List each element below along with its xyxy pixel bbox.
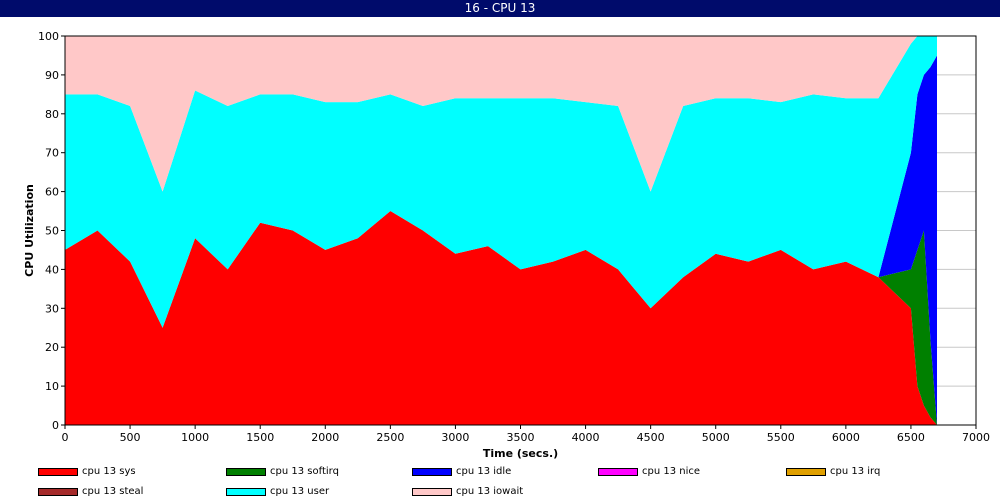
x-tick-label-6: 3000 [441, 431, 469, 444]
x-tick-label-10: 5000 [702, 431, 730, 444]
x-tick-label-12: 6000 [832, 431, 860, 444]
legend-label: cpu 13 user [270, 486, 330, 497]
series-area-6 [65, 36, 937, 328]
legend-item-4: cpu 13 irq [786, 465, 966, 479]
legend-swatch [226, 468, 266, 476]
x-tick-label-13: 6500 [897, 431, 925, 444]
x-tick-label-2: 1000 [181, 431, 209, 444]
legend-label: cpu 13 idle [456, 466, 512, 477]
legend-item-1: cpu 13 softirq [226, 465, 406, 479]
y-tick-label-5: 50 [45, 225, 59, 238]
legend-label: cpu 13 softirq [270, 466, 339, 477]
x-tick-label-9: 4500 [637, 431, 665, 444]
x-tick-label-4: 2000 [311, 431, 339, 444]
legend-swatch [412, 468, 452, 476]
y-tick-label-1: 10 [45, 380, 59, 393]
y-tick-label-6: 60 [45, 186, 59, 199]
x-tick-label-1: 500 [120, 431, 141, 444]
x-tick-label-8: 4000 [572, 431, 600, 444]
y-tick-label-10: 100 [38, 30, 59, 43]
legend-item-2: cpu 13 idle [412, 465, 592, 479]
x-axis-label: Time (secs.) [483, 447, 558, 460]
legend-item-7: cpu 13 iowait [412, 485, 592, 499]
legend-item-3: cpu 13 nice [598, 465, 778, 479]
legend-label: cpu 13 sys [82, 466, 136, 477]
y-tick-label-8: 80 [45, 108, 59, 121]
y-tick-label-4: 40 [45, 263, 59, 276]
y-tick-label-7: 70 [45, 147, 59, 160]
y-tick-label-3: 30 [45, 302, 59, 315]
legend-label: cpu 13 irq [830, 466, 881, 477]
legend-swatch [38, 468, 78, 476]
y-tick-label-2: 20 [45, 341, 59, 354]
legend-label: cpu 13 steal [82, 486, 144, 497]
x-tick-label-7: 3500 [507, 431, 535, 444]
legend-item-5: cpu 13 steal [38, 485, 218, 499]
series-area-7 [65, 36, 937, 192]
chart-legend: cpu 13 sys cpu 13 softirq cpu 13 idle cpu 1… [0, 462, 1000, 504]
legend-label: cpu 13 iowait [456, 486, 524, 497]
x-tick-label-11: 5500 [767, 431, 795, 444]
legend-swatch [598, 468, 638, 476]
legend-swatch [38, 488, 78, 496]
x-tick-label-3: 1500 [246, 431, 274, 444]
y-axis-label: CPU Utilization [23, 184, 36, 277]
y-tick-label-0: 0 [52, 419, 59, 432]
x-tick-label-14: 7000 [962, 431, 990, 444]
x-tick-label-5: 2500 [376, 431, 404, 444]
legend-swatch [226, 488, 266, 496]
y-tick-label-9: 90 [45, 69, 59, 82]
x-tick-label-0: 0 [62, 431, 69, 444]
window-title: 16 - CPU 13 [0, 0, 1000, 17]
legend-label: cpu 13 nice [642, 466, 701, 477]
legend-swatch [786, 468, 826, 476]
legend-item-0: cpu 13 sys [38, 465, 218, 479]
series-area-0 [65, 211, 937, 425]
legend-swatch [412, 488, 452, 496]
legend-item-6: cpu 13 user [226, 485, 406, 499]
